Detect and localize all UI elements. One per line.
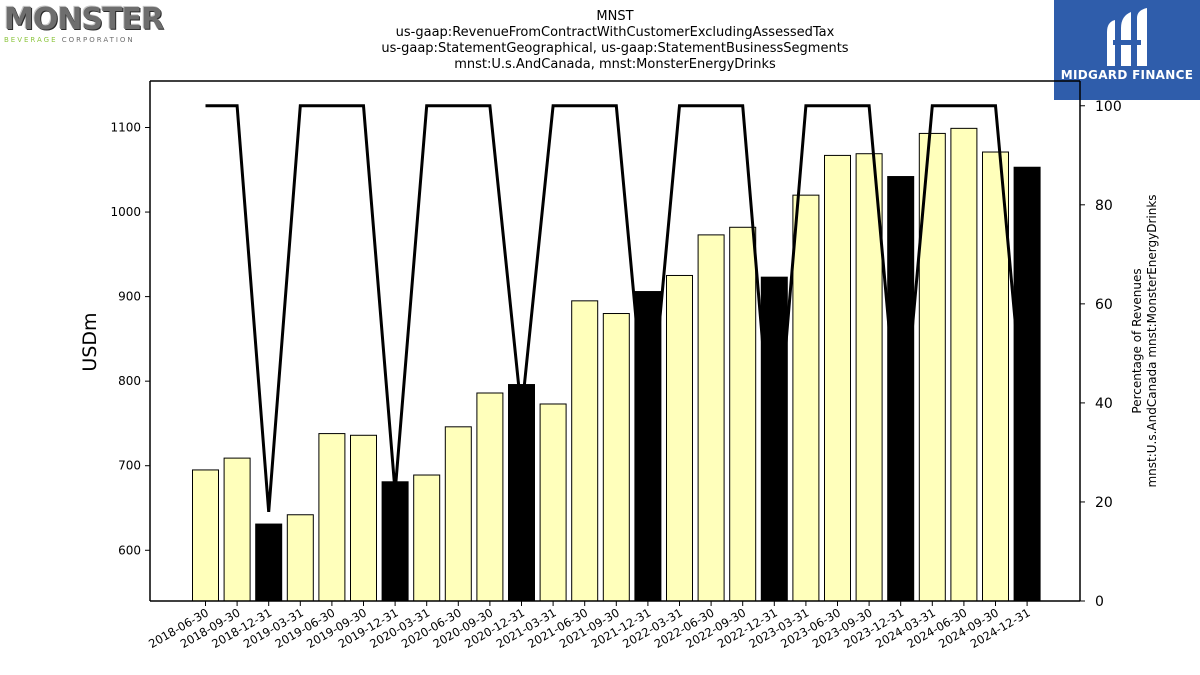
bar (760, 276, 788, 602)
midgard-mark-icon (1107, 8, 1147, 66)
y-tick-label: 1000 (110, 205, 141, 219)
y2-tick-label: 0 (1095, 594, 1104, 610)
bar (950, 127, 978, 602)
y2-tick-label: 40 (1095, 396, 1113, 412)
midgard-finance-logo: MIDGARD FINANCE (1054, 0, 1200, 100)
y2-tick-label: 60 (1095, 297, 1113, 313)
chart-title: MNSTus-gaap:RevenueFromContractWithCusto… (381, 9, 848, 72)
y2-tick-label: 100 (1095, 99, 1122, 115)
y-tick-label: 800 (118, 374, 141, 388)
monster-logo-sub-dark: CORPORATION (61, 36, 135, 44)
percentage-series-line (205, 104, 1029, 512)
bar (444, 426, 472, 602)
monster-logo-sub-green: BEVERAGE (4, 36, 58, 44)
bar (192, 469, 219, 602)
y2-axis-label: Percentage of Revenues (1130, 268, 1144, 413)
bar (381, 481, 409, 602)
monster-logo: MONSTER BEVERAGE CORPORATION (4, 4, 164, 48)
bar (413, 474, 441, 602)
y2-axis-label: mnst:U.s.AndCanada mnst:MonsterEnergyDri… (1145, 194, 1159, 487)
monster-logo-subtitle: BEVERAGE CORPORATION (4, 36, 164, 45)
chart-title-line: MNST (596, 9, 633, 24)
percentage-line (205, 104, 1029, 512)
bar (602, 313, 630, 602)
bar (855, 153, 883, 602)
y-tick-label: 700 (118, 459, 141, 473)
bar (286, 514, 314, 602)
bar (476, 392, 504, 602)
y-tick-label: 900 (118, 290, 141, 304)
chart-title-line: mnst:U.s.AndCanada, mnst:MonsterEnergyDr… (454, 57, 776, 72)
bar (982, 151, 1009, 602)
y2-tick-label: 20 (1095, 495, 1113, 511)
midgard-brand-text: MIDGARD FINANCE (1060, 68, 1194, 82)
bar (697, 234, 725, 602)
bars (192, 127, 1041, 602)
y-tick-label: 600 (118, 543, 141, 557)
bar (918, 132, 946, 602)
bar (255, 523, 283, 602)
bar (539, 403, 567, 602)
bar (729, 226, 757, 602)
bar (318, 433, 346, 602)
chart-title-line: us-gaap:RevenueFromContractWithCustomerE… (396, 25, 835, 40)
y2-tick-label: 80 (1095, 198, 1113, 214)
chart-title-line: us-gaap:StatementGeographical, us-gaap:S… (381, 41, 848, 56)
bar (887, 176, 915, 602)
bar (350, 434, 377, 602)
bar (571, 300, 599, 602)
bar (508, 384, 535, 602)
bar (666, 274, 693, 602)
y-tick-label: 1100 (110, 121, 141, 135)
bar (223, 457, 251, 602)
bar (824, 154, 851, 602)
bar (792, 194, 820, 602)
monster-logo-wordmark: MONSTER (4, 2, 164, 37)
y-axis-label: USDm (79, 312, 101, 371)
bar (1013, 166, 1041, 602)
